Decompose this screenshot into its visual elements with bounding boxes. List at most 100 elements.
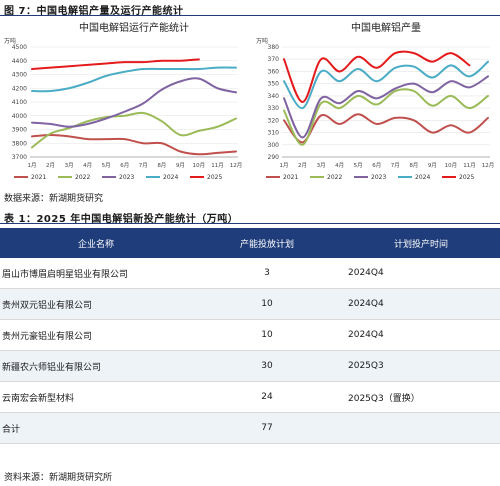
y-tick-label: 290 xyxy=(268,154,280,161)
table-cell-time: 2025Q3 xyxy=(342,350,500,382)
x-tick-label: 3月 xyxy=(317,162,326,169)
table-cell-capacity: 10 xyxy=(192,288,342,320)
table-cell-company: 合计 xyxy=(0,412,192,444)
table-source: 资料来源：新湖期货研究所 xyxy=(4,473,113,483)
table-row: 新疆农六师铝业有限公司 30 2025Q3 xyxy=(0,350,500,382)
series-line-2024 xyxy=(283,60,489,110)
y-tick-label: 310 xyxy=(268,130,280,137)
table-header: 产能投放计划 xyxy=(192,228,342,258)
series-line-2022 xyxy=(283,88,489,146)
y-tick-label: 320 xyxy=(268,117,280,124)
x-tick-label: 5月 xyxy=(102,162,111,169)
table-header-row: 企业名称 产能投放计划 计划投产时间 xyxy=(0,228,500,258)
table-header: 计划投产时间 xyxy=(342,228,500,258)
x-tick-label: 10月 xyxy=(445,162,458,169)
x-tick-label: 6月 xyxy=(372,162,381,169)
legend-label: 2023 xyxy=(119,174,134,181)
x-tick-label: 9月 xyxy=(176,162,185,169)
table-cell-capacity: 77 xyxy=(192,412,342,444)
y-tick-label: 4500 xyxy=(12,44,27,51)
x-tick-label: 12月 xyxy=(230,162,243,169)
x-tick-label: 1月 xyxy=(280,162,289,169)
legend-label: 2022 xyxy=(75,174,90,181)
legend-label: 2024 xyxy=(415,174,430,181)
chart-output-panel: 中国电解铝产量 万吨 290 300 310 320 330 340 350 360 370 380 1… xyxy=(252,17,500,187)
chart-capacity-panel: 中国电解铝运行产能统计万吨 3700 3800 3900 4000 4100 4200 430… xyxy=(0,17,248,187)
capacity-table: 企业名称 产能投放计划 计划投产时间 眉山市博眉启明星铝业有限公司 3 2024… xyxy=(0,228,500,444)
series-line-2025 xyxy=(283,50,471,104)
legend-label: 2021 xyxy=(31,174,46,181)
x-tick-label: 8月 xyxy=(157,162,166,169)
table-cell-capacity: 3 xyxy=(192,258,342,289)
table-header: 企业名称 xyxy=(0,228,192,258)
table-cell-time: 2025Q3（置换） xyxy=(342,381,500,413)
table-cell-company: 云南宏会新型材料 xyxy=(0,381,192,413)
chart-title: 中国电解铝产量 xyxy=(351,21,421,34)
series-line-2024 xyxy=(31,66,237,93)
legend-label: 2022 xyxy=(327,174,342,181)
x-tick-label: 9月 xyxy=(428,162,437,169)
table-caption: 表 1：2025 年中国电解铝新投产能统计（万吨） xyxy=(4,214,239,225)
x-tick-label: 12月 xyxy=(482,162,495,169)
y-tick-label: 4000 xyxy=(12,113,27,120)
series-line-2023 xyxy=(283,75,489,139)
x-tick-label: 2月 xyxy=(46,162,55,169)
series-line-2021 xyxy=(31,133,237,156)
x-tick-label: 4月 xyxy=(83,162,92,169)
y-tick-label: 350 xyxy=(268,81,280,88)
x-tick-label: 10月 xyxy=(193,162,206,169)
x-tick-label: 11月 xyxy=(463,162,476,169)
table-row: 眉山市博眉启明星铝业有限公司 3 2024Q4 xyxy=(0,258,500,289)
series-line-2023 xyxy=(31,77,237,128)
y-axis-unit: 万吨 xyxy=(4,37,16,45)
y-tick-label: 3700 xyxy=(12,154,27,161)
legend-label: 2021 xyxy=(283,174,298,181)
table-cell-time xyxy=(342,412,500,444)
y-axis-unit: 万吨 xyxy=(256,37,268,45)
y-tick-label: 4200 xyxy=(12,85,27,92)
table-cell-capacity: 30 xyxy=(192,350,342,382)
figure-caption: 图 7：中国电解铝产量及运行产能统计 xyxy=(4,6,184,17)
table-row: 贵州双元铝业有限公司 10 2024Q4 xyxy=(0,288,500,320)
table-cell-company: 眉山市博眉启明星铝业有限公司 xyxy=(0,258,192,289)
x-tick-label: 7月 xyxy=(139,162,148,169)
y-tick-label: 3800 xyxy=(12,140,27,147)
chart-source: 数据来源：新湖期货研究 xyxy=(4,194,104,204)
x-tick-label: 4月 xyxy=(335,162,344,169)
x-tick-label: 1月 xyxy=(28,162,37,169)
series-line-2025 xyxy=(31,58,200,70)
x-tick-label: 7月 xyxy=(391,162,400,169)
y-tick-label: 360 xyxy=(268,68,280,75)
y-tick-label: 4100 xyxy=(12,99,27,106)
x-tick-label: 8月 xyxy=(409,162,418,169)
y-tick-label: 300 xyxy=(268,142,280,149)
table-cell-capacity: 10 xyxy=(192,319,342,351)
x-tick-label: 2月 xyxy=(298,162,307,169)
table-caption-rule xyxy=(0,223,500,224)
legend-label: 2025 xyxy=(459,174,474,181)
table-cell-time: 2024Q4 xyxy=(342,258,500,289)
y-tick-label: 330 xyxy=(268,105,280,112)
table-row: 贵州元豪铝业有限公司 10 2024Q4 xyxy=(0,319,500,351)
figure-caption-rule xyxy=(0,15,500,16)
y-tick-label: 3900 xyxy=(12,127,27,134)
table-cell-company: 贵州元豪铝业有限公司 xyxy=(0,319,192,351)
x-tick-label: 5月 xyxy=(354,162,363,169)
series-line-2022 xyxy=(31,111,237,149)
legend-label: 2023 xyxy=(371,174,386,181)
x-tick-label: 6月 xyxy=(120,162,129,169)
x-tick-label: 11月 xyxy=(211,162,224,169)
legend-label: 2024 xyxy=(163,174,178,181)
y-tick-label: 4300 xyxy=(12,72,27,79)
legend-label: 2025 xyxy=(207,174,222,181)
y-tick-label: 4400 xyxy=(12,58,27,65)
table-total-row: 合计 77 xyxy=(0,412,500,444)
table-cell-capacity: 24 xyxy=(192,381,342,413)
x-tick-label: 3月 xyxy=(65,162,74,169)
y-tick-label: 380 xyxy=(268,44,280,51)
table-row: 云南宏会新型材料 24 2025Q3（置换） xyxy=(0,381,500,413)
chart-title: 中国电解铝运行产能统计 xyxy=(79,21,189,34)
y-tick-label: 340 xyxy=(268,93,280,100)
